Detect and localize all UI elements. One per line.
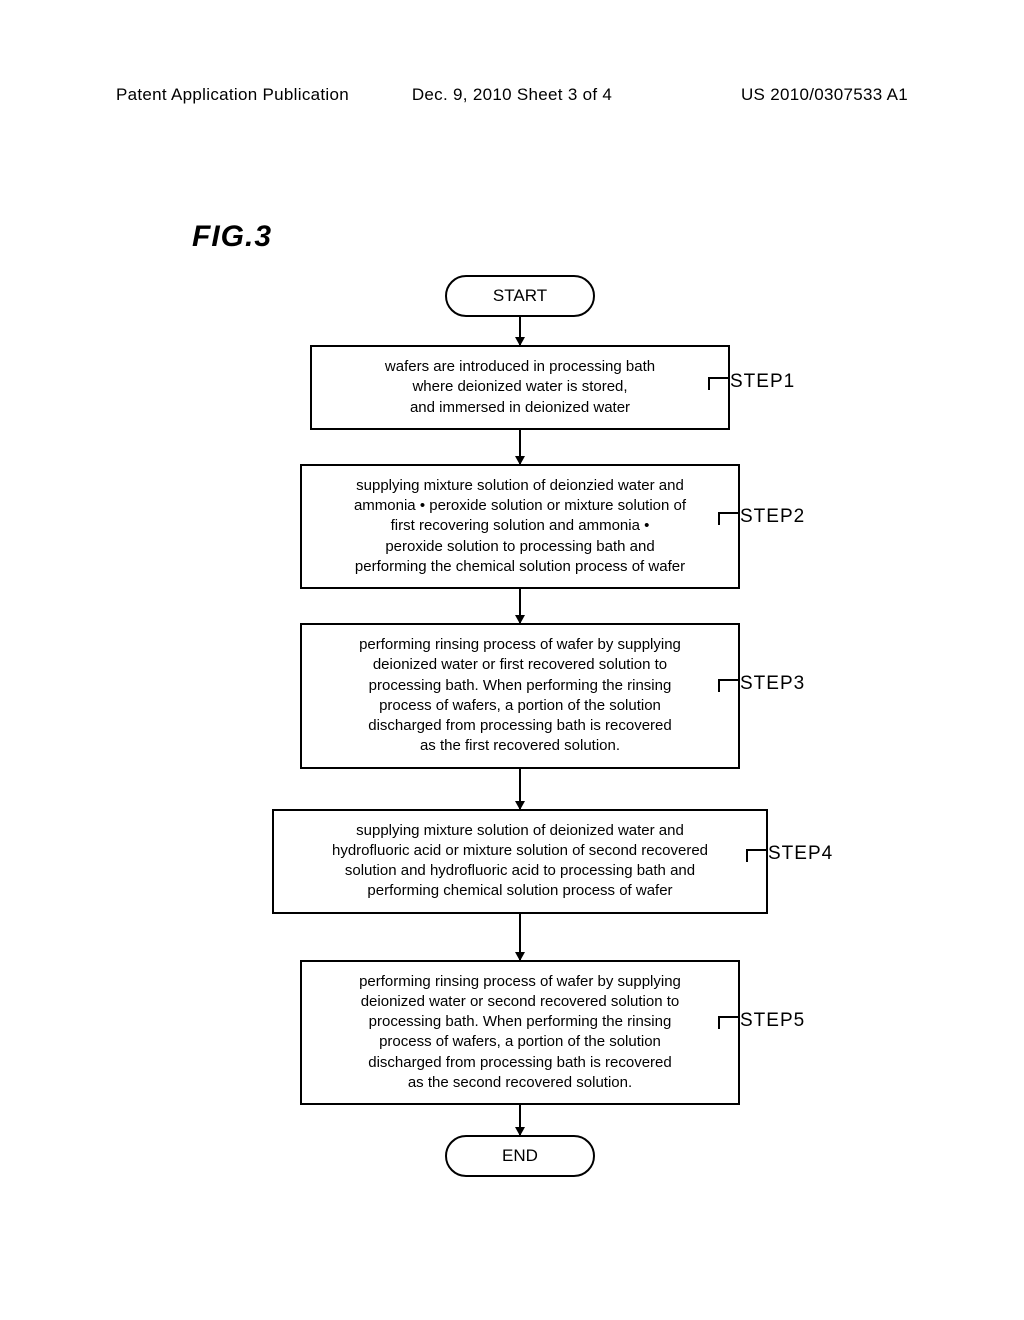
arrow-before-step2 xyxy=(519,430,521,464)
step-row: performing rinsing process of wafer by s… xyxy=(130,960,910,1106)
step-box-4: supplying mixture solution of deionized … xyxy=(272,809,768,914)
step-connector xyxy=(718,1016,740,1029)
step-text: performing rinsing process of wafer by s… xyxy=(359,635,681,757)
step-row: wafers are introduced in processing bath… xyxy=(130,345,910,430)
step-row: supplying mixture solution of deionized … xyxy=(130,809,910,914)
steps-container: wafers are introduced in processing bath… xyxy=(130,317,910,1105)
step-box-2: supplying mixture solution of deionzied … xyxy=(300,464,740,589)
step-label: STEP4 xyxy=(768,843,833,865)
header-center: Dec. 9, 2010 Sheet 3 of 4 xyxy=(412,85,612,105)
step-text: performing rinsing process of wafer by s… xyxy=(359,972,681,1094)
step-connector xyxy=(718,679,740,692)
step-text: supplying mixture solution of deionzied … xyxy=(354,476,686,577)
step-connector xyxy=(708,377,730,390)
step-text: supplying mixture solution of deionized … xyxy=(332,821,708,902)
step-label: STEP5 xyxy=(740,1010,805,1032)
step-box-3: performing rinsing process of wafer by s… xyxy=(300,623,740,769)
end-label: END xyxy=(502,1146,538,1166)
arrow-before-step4 xyxy=(519,769,521,809)
arrow-head-icon xyxy=(515,1127,525,1136)
start-label: START xyxy=(493,286,547,306)
arrow-before-step1 xyxy=(519,317,521,345)
step-label: STEP1 xyxy=(730,371,795,393)
end-terminator: END xyxy=(445,1135,595,1177)
step-row: supplying mixture solution of deionzied … xyxy=(130,464,910,589)
page-header: Patent Application Publication Dec. 9, 2… xyxy=(116,85,908,105)
step-text: wafers are introduced in processing bath… xyxy=(385,357,655,418)
arrow-before-step5 xyxy=(519,914,521,960)
figure-title: FIG.3 xyxy=(192,220,272,254)
step-box-5: performing rinsing process of wafer by s… xyxy=(300,960,740,1106)
step-connector xyxy=(746,849,768,862)
step-label: STEP2 xyxy=(740,506,805,528)
arrow-to-end xyxy=(519,1105,521,1135)
start-terminator: START xyxy=(445,275,595,317)
header-right: US 2010/0307533 A1 xyxy=(741,85,908,105)
step-connector xyxy=(718,512,740,525)
flowchart: START wafers are introduced in processin… xyxy=(130,275,910,1177)
arrow-before-step3 xyxy=(519,589,521,623)
step-row: performing rinsing process of wafer by s… xyxy=(130,623,910,769)
step-box-1: wafers are introduced in processing bath… xyxy=(310,345,730,430)
step-label: STEP3 xyxy=(740,673,805,695)
header-left: Patent Application Publication xyxy=(116,85,349,105)
